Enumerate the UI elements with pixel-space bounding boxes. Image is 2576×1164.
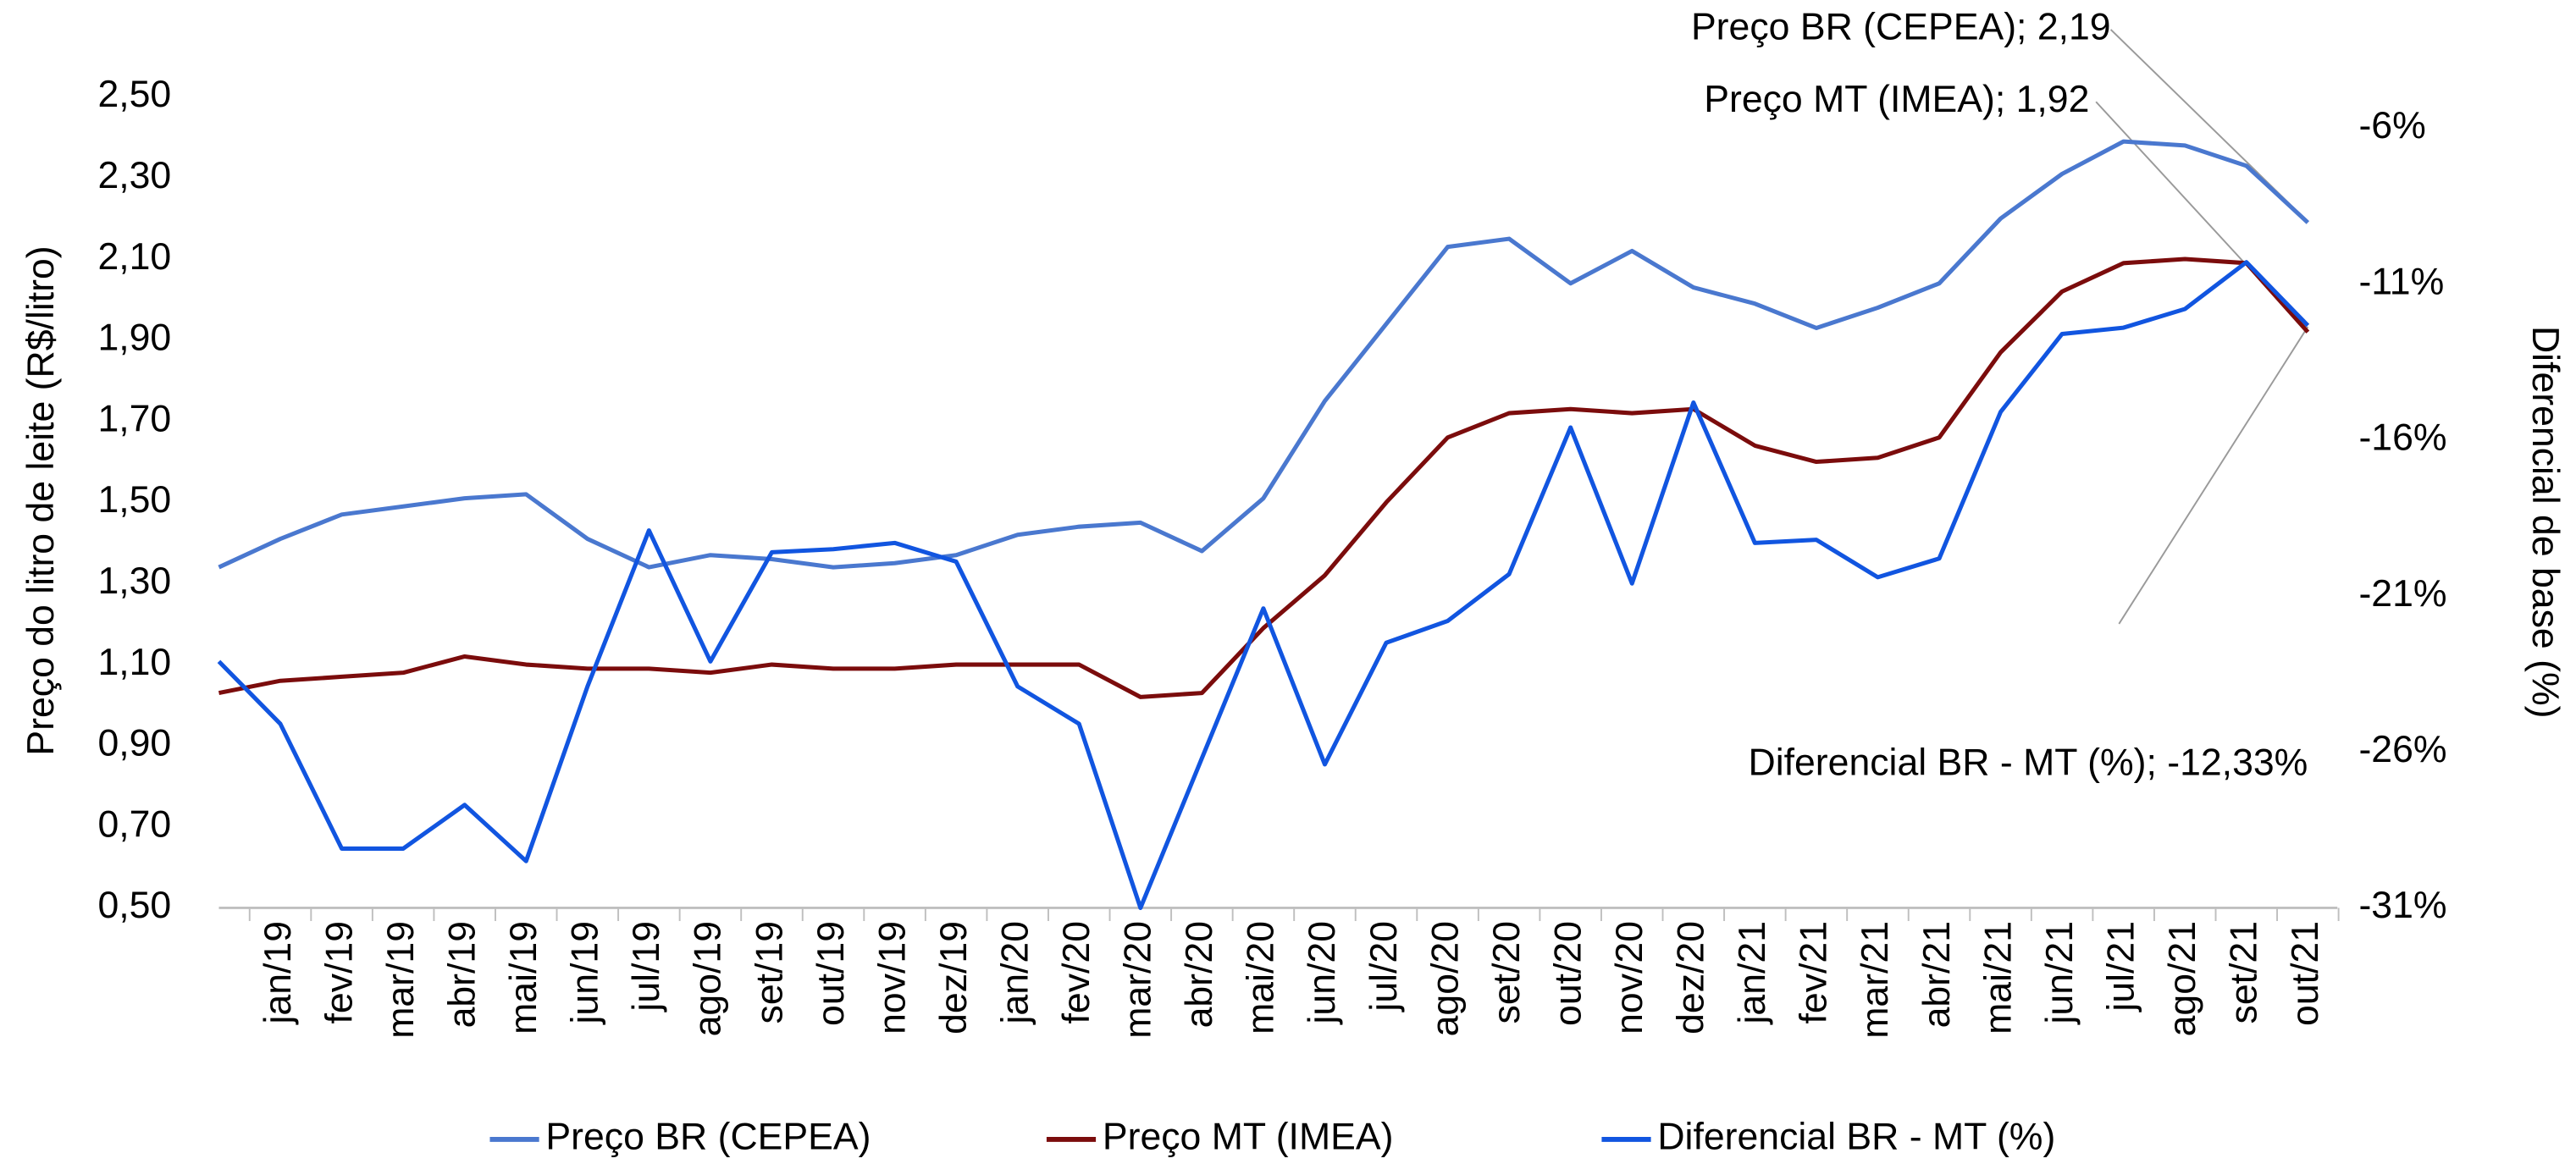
y2-tick-label: -16%: [2358, 417, 2446, 459]
x-tick-label: jun/20: [1302, 921, 1343, 1026]
y-tick-label: 0,70: [97, 803, 171, 845]
y2-tick-label: -6%: [2358, 105, 2425, 146]
x-tick-label: mar/19: [380, 921, 422, 1039]
x-tick-label: nov/19: [871, 921, 913, 1034]
x-tick-label: abr/20: [1179, 921, 1220, 1028]
x-tick-label: nov/20: [1609, 921, 1650, 1034]
series-line: [218, 257, 2310, 699]
y2-tick-label: -26%: [2358, 729, 2446, 770]
y-tick-label: 0,50: [97, 885, 171, 926]
x-tick-label: out/20: [1547, 921, 1589, 1026]
leader-line: [2118, 326, 2309, 625]
x-tick-label: fev/19: [318, 921, 360, 1023]
x-tick-label: mar/20: [1118, 921, 1159, 1039]
x-tick-label: jul/21: [2100, 921, 2142, 1013]
x-tick-label: dez/20: [1671, 921, 1712, 1034]
y-tick-label: 2,50: [97, 74, 171, 115]
x-tick-label: set/20: [1486, 921, 1528, 1023]
y-tick-label: 2,30: [97, 155, 171, 196]
x-tick-label: jan/20: [994, 921, 1036, 1026]
x-tick-label: ago/21: [2162, 921, 2203, 1036]
y-axis-title: Preço do litro de leite (R$/litro): [20, 245, 62, 755]
x-tick-label: abr/21: [1916, 921, 1958, 1028]
x-tick-label: jun/19: [565, 921, 606, 1026]
x-tick-label: abr/19: [441, 921, 483, 1028]
x-tick-label: ago/20: [1424, 921, 1466, 1036]
x-tick-label: mai/21: [1977, 921, 2019, 1034]
x-tick-label: jun/21: [2039, 921, 2081, 1026]
x-tick-label: set/19: [749, 921, 790, 1023]
legend-label: Preço BR (CEPEA): [545, 1117, 871, 1158]
x-tick-label: dez/19: [933, 921, 975, 1034]
x-tick-label: fev/20: [1056, 921, 1097, 1023]
legend-label: Preço MT (IMEA): [1103, 1117, 1394, 1158]
x-tick-label: mar/21: [1855, 921, 1896, 1039]
y-tick-label: 1,10: [97, 642, 171, 683]
y2-tick-label: -21%: [2358, 573, 2446, 615]
y-tick-label: 1,50: [97, 479, 171, 521]
x-tick-label: set/21: [2224, 921, 2265, 1023]
y-tick-label: 1,70: [97, 398, 171, 439]
y-tick-label: 0,90: [97, 723, 171, 764]
x-tick-label: mai/19: [503, 921, 544, 1034]
x-tick-label: jan/19: [257, 921, 299, 1026]
x-tick-label: jul/20: [1363, 921, 1405, 1013]
y2-tick-label: -11%: [2358, 261, 2444, 302]
y2-tick-label: -31%: [2358, 885, 2446, 926]
x-tick-label: out/19: [810, 921, 852, 1026]
x-tick-label: out/21: [2285, 921, 2326, 1026]
series-line: [218, 139, 2310, 570]
data-label: Diferencial BR - MT (%); -12,33%: [1749, 742, 2308, 784]
y-tick-label: 2,10: [97, 236, 171, 278]
data-label: Preço BR (CEPEA); 2,19: [1691, 7, 2111, 48]
x-tick-label: fev/21: [1794, 921, 1835, 1023]
x-tick-label: mai/20: [1241, 921, 1282, 1034]
legend-label: Diferencial BR - MT (%): [1657, 1117, 2055, 1158]
x-tick-label: jan/21: [1732, 921, 1773, 1026]
y-tick-label: 1,30: [97, 560, 171, 602]
data-label: Preço MT (IMEA); 1,92: [1704, 79, 2089, 120]
y2-axis-title: Diferencial de base (%): [2524, 326, 2566, 719]
y-tick-label: 1,90: [97, 317, 171, 359]
series-line: [217, 260, 2310, 910]
x-tick-label: jul/19: [626, 921, 667, 1013]
x-tick-label: ago/19: [688, 921, 729, 1036]
